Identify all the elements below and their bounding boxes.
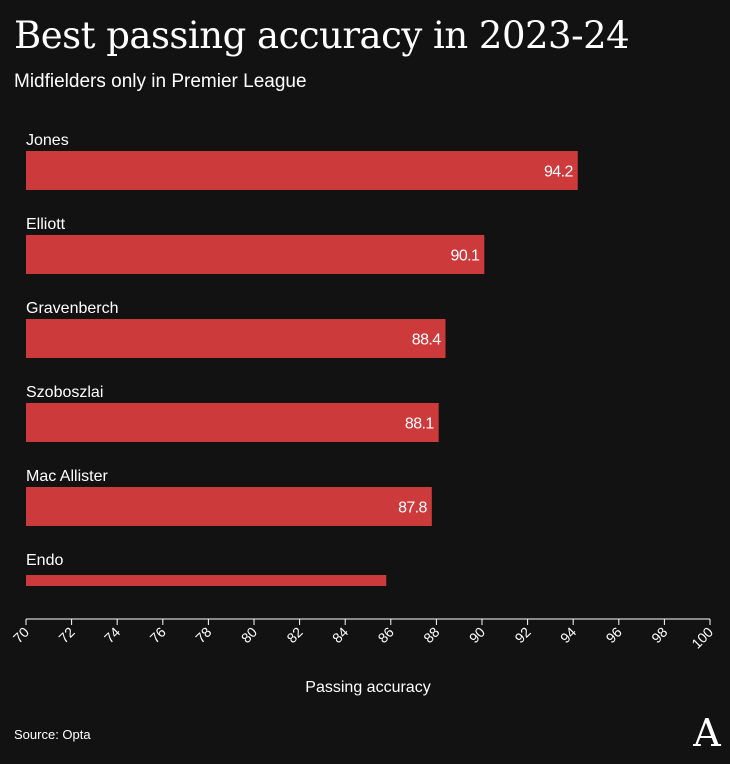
x-tick-label-96: 96 bbox=[603, 624, 625, 646]
category-label-endo: Endo bbox=[26, 552, 63, 569]
bar-szoboszlai bbox=[26, 403, 439, 442]
x-tick-label-86: 86 bbox=[375, 624, 397, 646]
x-tick-label-84: 84 bbox=[329, 624, 351, 646]
logo-letter: A bbox=[692, 712, 721, 752]
x-tick-label-100: 100 bbox=[688, 624, 716, 652]
category-label-mac-allister: Mac Allister bbox=[26, 468, 108, 485]
data-label-mac-allister: 87.8 bbox=[398, 500, 427, 517]
x-tick-label-76: 76 bbox=[147, 624, 169, 646]
bar-gravenberch bbox=[26, 319, 446, 358]
data-label-jones: 94.2 bbox=[544, 164, 573, 181]
bar-endo bbox=[26, 575, 387, 586]
x-tick-label-98: 98 bbox=[648, 624, 670, 646]
x-tick-label-80: 80 bbox=[238, 624, 260, 646]
category-label-szoboszlai: Szoboszlai bbox=[26, 384, 103, 401]
x-tick-label-82: 82 bbox=[283, 624, 305, 646]
data-label-gravenberch: 88.4 bbox=[412, 332, 441, 349]
chart-title: Best passing accuracy in 2023-24 bbox=[14, 14, 630, 57]
x-tick-label-72: 72 bbox=[55, 624, 77, 646]
x-tick-label-94: 94 bbox=[557, 624, 579, 646]
chart-subtitle: Midfielders only in Premier League bbox=[14, 71, 307, 92]
category-label-elliott: Elliott bbox=[26, 216, 66, 233]
x-axis-title: Passing accuracy bbox=[305, 679, 430, 696]
x-tick-label-92: 92 bbox=[511, 624, 533, 646]
athletic-logo-icon: A bbox=[692, 712, 721, 752]
bar-jones bbox=[26, 151, 578, 190]
data-label-szoboszlai: 88.1 bbox=[405, 416, 434, 433]
x-tick-label-74: 74 bbox=[101, 624, 123, 646]
data-label-elliott: 90.1 bbox=[451, 248, 480, 265]
x-tick-label-88: 88 bbox=[420, 624, 442, 646]
category-label-jones: Jones bbox=[26, 132, 69, 149]
category-label-gravenberch: Gravenberch bbox=[26, 300, 119, 317]
bar-mac-allister bbox=[26, 487, 432, 526]
x-tick-label-78: 78 bbox=[192, 624, 214, 646]
x-tick-label-90: 90 bbox=[466, 624, 488, 646]
x-tick-label-70: 70 bbox=[10, 624, 32, 646]
source-note: Source: Opta bbox=[14, 727, 91, 742]
bar-elliott bbox=[26, 235, 485, 274]
